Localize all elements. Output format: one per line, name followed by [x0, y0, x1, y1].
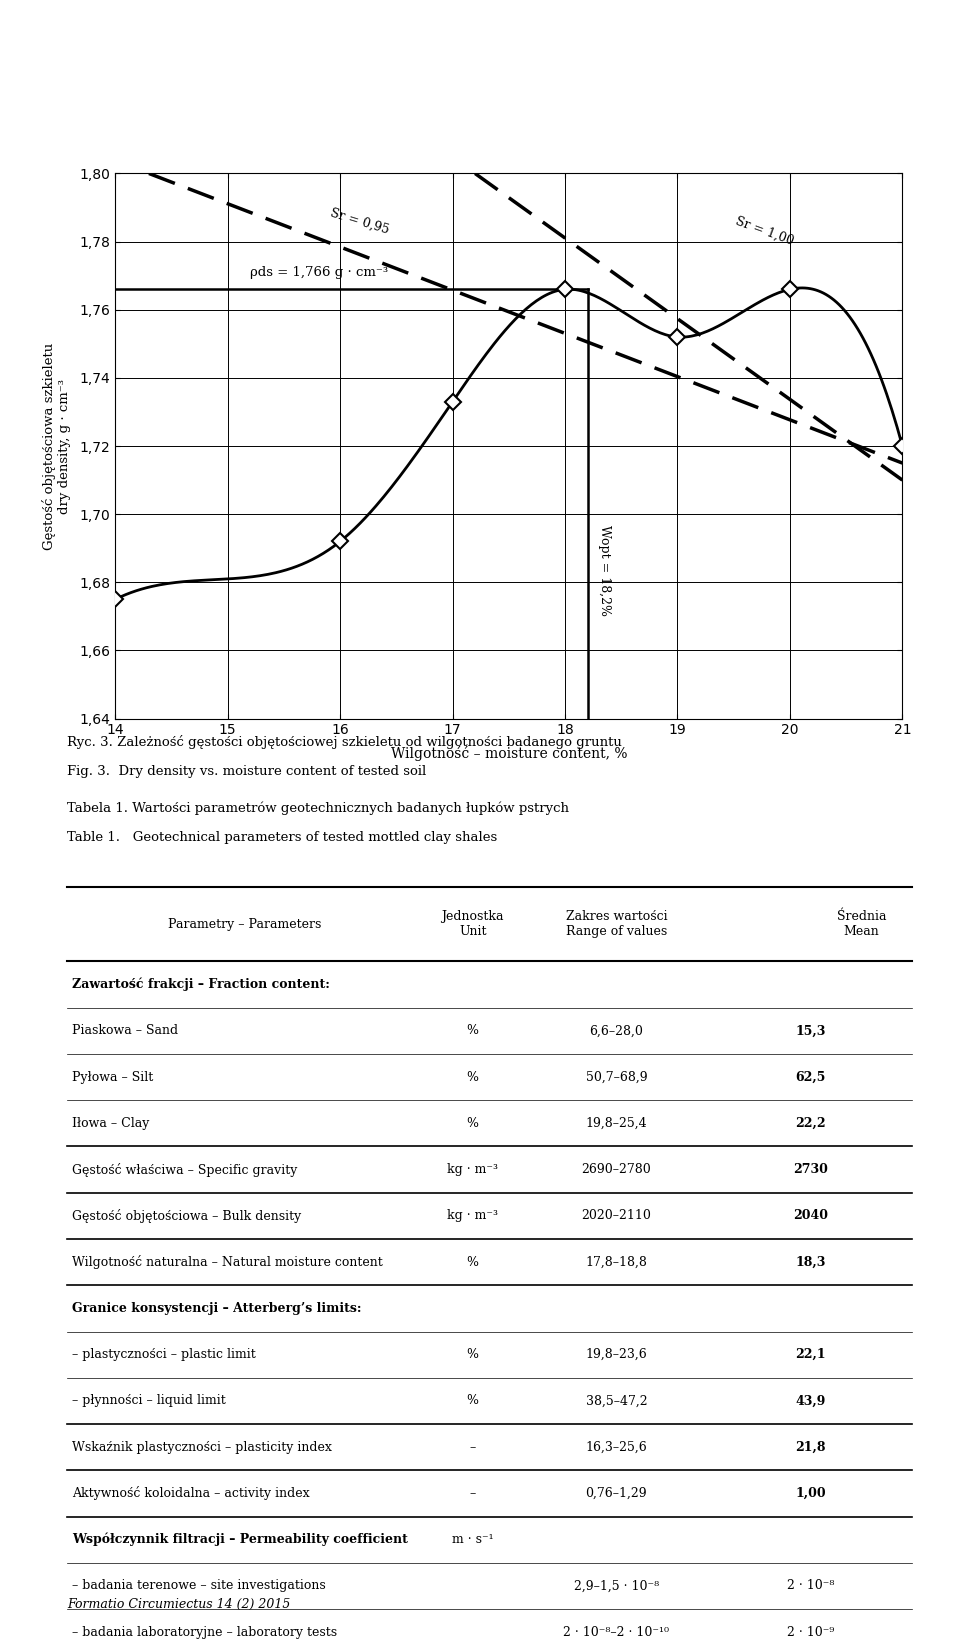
Text: Aktywność koloidalna – activity index: Aktywność koloidalna – activity index: [72, 1487, 310, 1500]
X-axis label: Wilgotność – moisture content, %: Wilgotność – moisture content, %: [391, 745, 627, 762]
Y-axis label: Gęstość objętościowa szkieletu
dry density, g · cm⁻³: Gęstość objętościowa szkieletu dry densi…: [42, 342, 71, 550]
Text: %: %: [467, 1070, 479, 1084]
Text: Wilgotność naturalna – Natural moisture content: Wilgotność naturalna – Natural moisture …: [72, 1256, 383, 1269]
Text: Piaskowa – Sand: Piaskowa – Sand: [72, 1024, 179, 1037]
Text: m · s⁻¹: m · s⁻¹: [452, 1533, 493, 1546]
Text: 21,8: 21,8: [796, 1441, 826, 1454]
Text: %: %: [467, 1117, 479, 1130]
Text: ρds = 1,766 g · cm⁻³: ρds = 1,766 g · cm⁻³: [251, 266, 388, 279]
Text: 19,8–25,4: 19,8–25,4: [586, 1117, 647, 1130]
Text: – badania terenowe – site investigations: – badania terenowe – site investigations: [72, 1579, 325, 1593]
Text: Pyłowa – Silt: Pyłowa – Silt: [72, 1070, 154, 1084]
Text: 0,76–1,29: 0,76–1,29: [586, 1487, 647, 1500]
Text: Parametry – Parameters: Parametry – Parameters: [168, 919, 322, 930]
Text: Table 1.   Geotechnical parameters of tested mottled clay shales: Table 1. Geotechnical parameters of test…: [67, 831, 497, 844]
Text: 22,1: 22,1: [795, 1348, 826, 1361]
Text: 1,00: 1,00: [795, 1487, 826, 1500]
Text: 2690–2780: 2690–2780: [582, 1163, 651, 1176]
Text: 50,7–68,9: 50,7–68,9: [586, 1070, 647, 1084]
Text: Wskaźnik plastyczności – plasticity index: Wskaźnik plastyczności – plasticity inde…: [72, 1441, 332, 1454]
Text: Fig. 3.  Dry density vs. moisture content of tested soil: Fig. 3. Dry density vs. moisture content…: [67, 765, 426, 778]
Text: Zawartość frakcji – Fraction content:: Zawartość frakcji – Fraction content:: [72, 978, 330, 991]
Text: 6,6–28,0: 6,6–28,0: [589, 1024, 643, 1037]
Text: 18,3: 18,3: [796, 1256, 826, 1269]
Text: Ryc. 3. Zależność gęstości objętościowej szkieletu od wilgotności badanego grunt: Ryc. 3. Zależność gęstości objętościowej…: [67, 735, 622, 748]
Text: %: %: [467, 1256, 479, 1269]
Text: –: –: [469, 1487, 476, 1500]
Text: – płynności – liquid limit: – płynności – liquid limit: [72, 1394, 226, 1408]
Text: 16,3–25,6: 16,3–25,6: [586, 1441, 647, 1454]
Text: – badania laboratoryjne – laboratory tests: – badania laboratoryjne – laboratory tes…: [72, 1626, 337, 1639]
Text: 43,9: 43,9: [796, 1394, 826, 1408]
Text: Gęstość właściwa – Specific gravity: Gęstość właściwa – Specific gravity: [72, 1163, 298, 1176]
Text: 2040: 2040: [793, 1209, 828, 1222]
Text: Wopt = 18,2%: Wopt = 18,2%: [598, 525, 611, 616]
Text: %: %: [467, 1348, 479, 1361]
Text: Jednostka
Unit: Jednostka Unit: [442, 910, 504, 938]
Text: Gęstość objętościowa – Bulk density: Gęstość objętościowa – Bulk density: [72, 1209, 301, 1222]
Text: Tabela 1. Wartości parametrów geotechnicznych badanych łupków pstrych: Tabela 1. Wartości parametrów geotechnic…: [67, 801, 569, 814]
Text: 62,5: 62,5: [796, 1070, 826, 1084]
Text: – plastyczności – plastic limit: – plastyczności – plastic limit: [72, 1348, 255, 1361]
Text: 2,9–1,5 · 10⁻⁸: 2,9–1,5 · 10⁻⁸: [574, 1579, 659, 1593]
Text: Średnia
Mean: Średnia Mean: [836, 910, 886, 938]
Text: –: –: [469, 1441, 476, 1454]
Text: 2020–2110: 2020–2110: [582, 1209, 651, 1222]
Text: %: %: [467, 1024, 479, 1037]
Text: 22,2: 22,2: [795, 1117, 826, 1130]
Text: Zakres wartości
Range of values: Zakres wartości Range of values: [565, 910, 667, 938]
Text: 19,8–23,6: 19,8–23,6: [586, 1348, 647, 1361]
Text: Współczynnik filtracji – Permeability coefficient: Współczynnik filtracji – Permeability co…: [72, 1533, 408, 1546]
Text: 2 · 10⁻⁸–2 · 10⁻¹⁰: 2 · 10⁻⁸–2 · 10⁻¹⁰: [564, 1626, 669, 1639]
Text: kg · m⁻³: kg · m⁻³: [447, 1163, 498, 1176]
Text: 17,8–18,8: 17,8–18,8: [586, 1256, 647, 1269]
Text: %: %: [467, 1394, 479, 1408]
Text: Sr = 0,95: Sr = 0,95: [329, 206, 391, 236]
Text: 2 · 10⁻⁹: 2 · 10⁻⁹: [787, 1626, 834, 1639]
Text: Sr = 1,00: Sr = 1,00: [733, 215, 796, 248]
Text: Iłowa – Clay: Iłowa – Clay: [72, 1117, 150, 1130]
Text: 2730: 2730: [793, 1163, 828, 1176]
Text: 38,5–47,2: 38,5–47,2: [586, 1394, 647, 1408]
Text: Formatio Circumiectus 14 (2) 2015: Formatio Circumiectus 14 (2) 2015: [67, 1597, 291, 1611]
Text: 2 · 10⁻⁸: 2 · 10⁻⁸: [787, 1579, 834, 1593]
Text: Granice konsystencji – Atterberg’s limits:: Granice konsystencji – Atterberg’s limit…: [72, 1302, 362, 1315]
Text: 15,3: 15,3: [796, 1024, 826, 1037]
Text: kg · m⁻³: kg · m⁻³: [447, 1209, 498, 1222]
